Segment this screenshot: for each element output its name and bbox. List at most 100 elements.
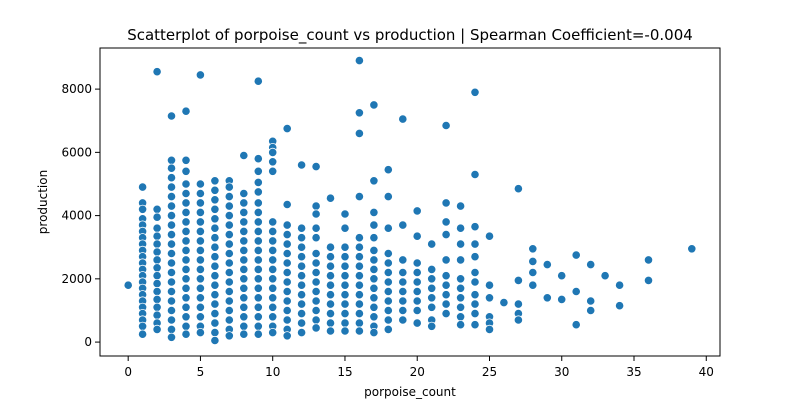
- data-point: [354, 242, 364, 252]
- data-point: [455, 283, 466, 293]
- data-point: [354, 308, 364, 319]
- data-point: [354, 290, 364, 300]
- data-point: [528, 267, 538, 278]
- data-point: [268, 147, 278, 157]
- data-point: [253, 166, 263, 176]
- data-point: [412, 267, 422, 278]
- data-point: [354, 108, 364, 118]
- data-point: [383, 286, 393, 297]
- data-point: [210, 204, 220, 214]
- data-point: [210, 335, 220, 346]
- data-point: [152, 324, 162, 334]
- data-point: [383, 258, 393, 268]
- data-point: [224, 286, 234, 297]
- data-point: [311, 209, 321, 219]
- data-point: [210, 223, 220, 233]
- data-point: [398, 220, 408, 230]
- data-point: [687, 244, 697, 254]
- data-point: [210, 252, 220, 262]
- data-point: [557, 271, 567, 281]
- data-point: [224, 239, 234, 249]
- data-point: [181, 155, 191, 165]
- data-point: [412, 277, 422, 287]
- data-point: [181, 198, 191, 208]
- data-point: [282, 331, 292, 341]
- data-point: [195, 217, 205, 227]
- data-point: [195, 70, 205, 80]
- data-point: [210, 308, 220, 319]
- data-point: [253, 264, 263, 274]
- data-point: [470, 277, 480, 287]
- data-point: [441, 299, 451, 309]
- data-point: [383, 324, 393, 334]
- data-point: [253, 312, 263, 322]
- data-point: [282, 124, 292, 134]
- data-point: [282, 277, 292, 287]
- data-point: [441, 230, 451, 240]
- data-point: [282, 199, 292, 210]
- data-point: [268, 312, 278, 322]
- data-point: [311, 201, 321, 211]
- data-point: [325, 252, 336, 262]
- data-point: [369, 302, 379, 312]
- data-point: [195, 179, 205, 189]
- data-point: [138, 204, 148, 214]
- data-point: [166, 315, 177, 325]
- data-point: [311, 267, 321, 278]
- data-point: [325, 318, 336, 328]
- data-point: [253, 76, 263, 86]
- data-point: [398, 296, 408, 306]
- data-point: [325, 290, 336, 300]
- data-point: [166, 286, 177, 297]
- data-point: [383, 277, 393, 287]
- data-point: [253, 329, 263, 339]
- data-point: [253, 245, 263, 255]
- data-point: [195, 312, 205, 322]
- data-point: [181, 236, 191, 246]
- data-point: [296, 233, 307, 243]
- data-point: [210, 233, 220, 243]
- data-point: [268, 226, 278, 236]
- data-point: [369, 207, 379, 217]
- data-point: [224, 182, 234, 192]
- data-point: [470, 290, 480, 300]
- data-point: [195, 283, 205, 293]
- data-point: [138, 329, 148, 339]
- data-point: [441, 280, 451, 290]
- data-point: [340, 242, 350, 252]
- data-point: [268, 302, 278, 312]
- x-tick-label: 30: [554, 365, 569, 379]
- data-point: [239, 283, 249, 293]
- data-point: [470, 308, 480, 319]
- data-point: [325, 299, 336, 309]
- x-tick-label: 10: [265, 365, 280, 379]
- data-point: [614, 301, 625, 311]
- data-point: [268, 274, 278, 284]
- data-point: [412, 231, 422, 241]
- data-point: [470, 252, 480, 262]
- data-point: [369, 274, 379, 284]
- data-point: [441, 308, 451, 319]
- data-point: [340, 308, 350, 319]
- data-point: [195, 236, 205, 246]
- y-tick-label: 2000: [61, 272, 92, 286]
- data-point: [441, 198, 451, 208]
- data-point: [239, 245, 249, 255]
- data-point: [340, 271, 350, 281]
- y-tick-label: 6000: [61, 145, 92, 159]
- data-point: [282, 258, 292, 268]
- data-point: [427, 239, 437, 249]
- data-point: [181, 217, 191, 227]
- data-point: [282, 305, 292, 316]
- data-point: [166, 267, 177, 278]
- data-point: [166, 258, 177, 268]
- data-point: [224, 305, 234, 316]
- data-point: [224, 296, 234, 306]
- data-point: [383, 223, 393, 233]
- data-point: [210, 176, 220, 186]
- data-point: [253, 255, 263, 265]
- data-point: [181, 166, 191, 176]
- data-point: [296, 223, 307, 233]
- data-point: [383, 248, 393, 259]
- data-point: [354, 261, 364, 271]
